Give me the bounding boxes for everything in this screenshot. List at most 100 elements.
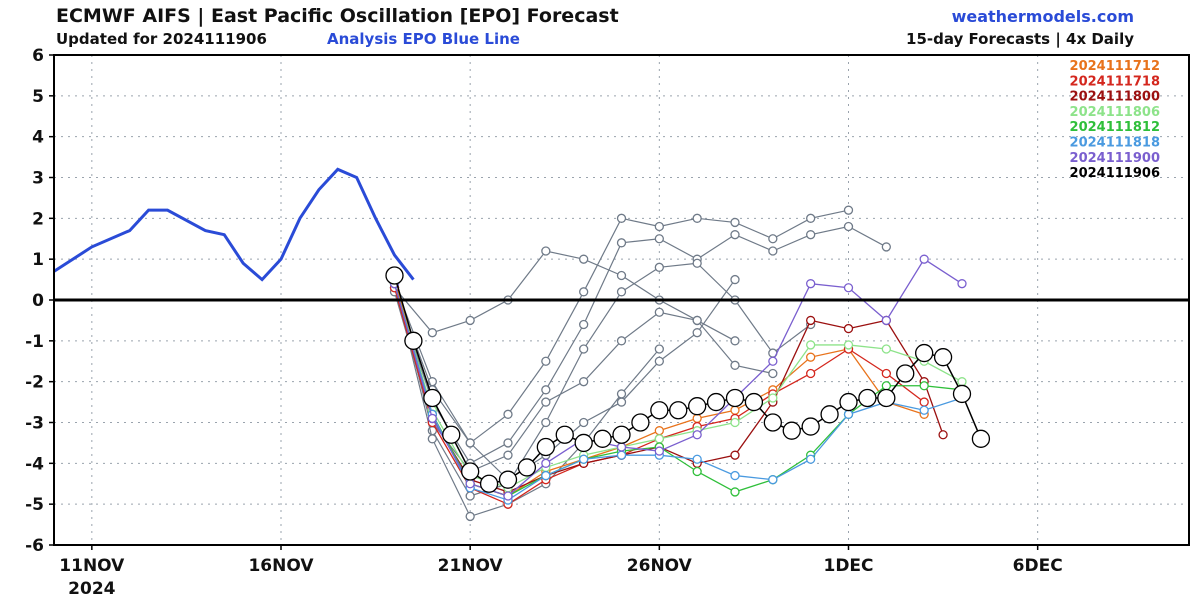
forecast-2024111906-point — [612, 425, 631, 444]
forecast-2024111812-point — [881, 381, 891, 391]
y-tick-label: 1 — [32, 250, 44, 270]
forecast-2024111906-point — [631, 413, 650, 432]
forecast-2024111712-point — [692, 413, 702, 424]
latest-forecast-layer — [385, 266, 991, 493]
forecast-2024111818-point — [843, 409, 854, 419]
forecast-2024111906-point — [839, 392, 858, 412]
forecast-2024111818-point — [919, 405, 929, 415]
ensemble-member-point — [616, 336, 627, 346]
ensemble-member-point — [541, 417, 551, 428]
ensemble-member-point — [465, 438, 475, 448]
y-tick-label: -4 — [25, 454, 44, 474]
ensemble-member-line — [393, 279, 736, 481]
forecast-2024111906-point — [404, 331, 423, 350]
x-tick-label: 26NOV — [627, 556, 693, 576]
forecast-2024111806-point — [957, 377, 967, 387]
y-tick-label: 0 — [32, 291, 44, 311]
ensemble-member-point — [541, 246, 551, 256]
legend: 2024111712202411171820241118002024111806… — [1070, 59, 1160, 181]
analysis-note: Analysis EPO Blue Line — [327, 30, 520, 48]
ensemble-member-point — [881, 242, 891, 252]
y-tick-label: -2 — [25, 373, 44, 393]
forecast-2024111906-point — [952, 384, 972, 404]
forecast-2024111712-point — [654, 426, 664, 436]
legend-entry: 2024111812 — [1070, 120, 1160, 135]
forecast-frequency-label: 15-day Forecasts | 4x Daily — [906, 30, 1134, 48]
forecast-2024111906-point — [669, 401, 688, 420]
ensemble-member-point — [730, 274, 740, 285]
ensemble-member-point — [654, 307, 664, 317]
forecast-2024111900-point — [806, 279, 816, 289]
forecast-2024111906-point — [593, 429, 612, 448]
x-tick-label: 6DEC — [1013, 556, 1063, 576]
y-tick-label: 6 — [32, 46, 44, 66]
forecast-2024111818-point — [579, 454, 589, 464]
forecast-2024111906-point — [820, 405, 839, 424]
forecast-2024111906-point — [915, 343, 934, 363]
forecast-2024111818-point — [806, 454, 816, 464]
forecast-2024111806-point — [730, 417, 740, 428]
forecast-2024111900-point — [919, 254, 929, 264]
ensemble-member-point — [730, 360, 740, 370]
forecast-2024111906-point — [782, 421, 801, 440]
ensemble-member-point — [692, 213, 702, 223]
ensemble-member-point — [654, 221, 664, 232]
forecast-2024111906-point — [858, 388, 877, 408]
forecast-2024111900-point — [654, 446, 664, 456]
forecast-2024111900-point — [768, 356, 778, 366]
forecast-2024111806-point — [768, 393, 778, 403]
ensemble-member-point — [768, 246, 778, 256]
ensemble-member-point — [768, 368, 778, 379]
forecast-2024111900-point — [957, 279, 967, 289]
forecast-2024111900-point — [541, 458, 551, 468]
forecast-2024111900-point — [465, 479, 475, 489]
forecast-2024111800-point — [806, 315, 816, 326]
ensemble-member-point — [541, 397, 551, 407]
forecast-2024111906-point — [385, 266, 404, 285]
forecast-2024111906-point — [442, 425, 461, 444]
x-tick-label: 21NOV — [438, 556, 504, 576]
forecast-2024111906-point — [896, 364, 915, 383]
forecast-2024111800-point — [730, 450, 740, 460]
forecast-2024111906-point — [555, 425, 574, 444]
ensemble-member-point — [579, 287, 589, 297]
x-tick-label: 11NOV — [59, 556, 125, 576]
ensemble-member-point — [503, 409, 513, 419]
forecast-2024111906-line — [393, 275, 982, 485]
site-link[interactable]: weathermodels.com — [951, 7, 1134, 26]
y-tick-label: 5 — [32, 87, 44, 107]
forecast-2024111900-point — [881, 315, 891, 326]
forecast-2024111906-point — [763, 413, 782, 432]
forecast-2024111812-point — [919, 381, 929, 391]
ensemble-member-point — [541, 385, 551, 395]
ensemble-member-point — [579, 254, 589, 264]
forecast-2024111712-point — [806, 352, 816, 362]
x-tick-label: 16NOV — [248, 556, 314, 576]
forecast-2024111906-point — [706, 392, 726, 412]
y-tick-label: -6 — [25, 536, 44, 556]
forecast-2024111806-point — [881, 344, 891, 354]
legend-entry: 2024111806 — [1070, 105, 1160, 120]
forecast-2024111900-point — [503, 491, 513, 501]
forecast-2024111812-point — [692, 466, 702, 477]
ensemble-member-point — [692, 328, 702, 338]
x-tick-sublabel: 2024 — [68, 579, 115, 599]
forecast-2024111906-point — [725, 388, 745, 408]
ensemble-member-point — [579, 377, 589, 387]
ensemble-member-point — [654, 356, 664, 366]
ensemble-member-point — [843, 205, 854, 215]
y-tick-label: 2 — [32, 209, 44, 229]
ensemble-member-line — [393, 225, 887, 465]
ensemble-member-point — [465, 511, 475, 522]
forecast-2024111818-point — [541, 470, 551, 481]
forecast-2024111906-point — [933, 348, 953, 367]
ensemble-member-point — [616, 213, 627, 223]
analysis-layer — [53, 167, 415, 282]
legend-entry: 2024111800 — [1070, 90, 1160, 105]
forecast-2024111800-point — [938, 430, 948, 440]
y-tick-label: -3 — [25, 414, 44, 434]
forecast-2024111900-point — [692, 430, 702, 440]
ensemble-member-point — [730, 230, 740, 240]
y-tick-label: 3 — [32, 169, 44, 189]
updated-label: Updated for 2024111906 — [56, 30, 267, 48]
